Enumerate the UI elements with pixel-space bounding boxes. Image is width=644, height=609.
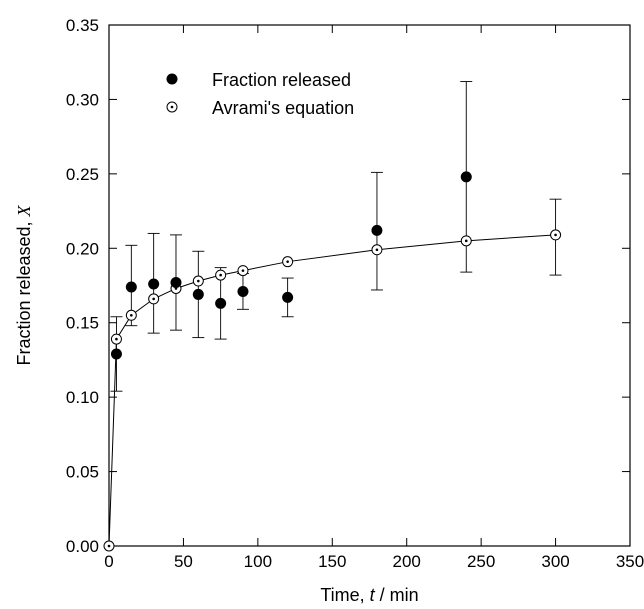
fraction-released-point	[460, 171, 472, 183]
avrami-point-dot	[554, 233, 557, 237]
y-tick-label: 0.25	[66, 165, 99, 184]
avrami-point-dot	[107, 544, 111, 548]
legend-label-fraction-released: Fraction released	[212, 70, 351, 90]
avrami-point-dot	[241, 269, 245, 272]
fraction-released-point	[282, 291, 294, 303]
y-tick-label: 0.20	[66, 239, 99, 258]
legend-label-avrami: Avrami's equation	[212, 98, 354, 118]
legend-marker-fraction-released	[166, 73, 178, 85]
y-tick-label: 0.15	[66, 314, 99, 333]
x-tick-label: 200	[393, 552, 421, 571]
y-tick-label: 0.05	[66, 463, 99, 482]
fraction-released-point	[371, 224, 383, 236]
y-tick-label: 0.00	[66, 537, 99, 556]
avrami-point-dot	[219, 273, 222, 277]
avrami-point-dot	[115, 337, 118, 341]
y-tick-label: 0.35	[66, 16, 99, 35]
x-tick-label: 50	[174, 552, 193, 571]
avrami-point-dot	[464, 239, 468, 243]
x-axis-title: Time, t / min	[320, 585, 418, 605]
avrami-point-dot	[197, 279, 200, 283]
x-tick-label: 350	[616, 552, 644, 571]
fraction-released-point	[125, 281, 137, 293]
data-points	[103, 171, 562, 552]
y-axis-title: Fraction released, X	[14, 204, 34, 365]
avrami-point-dot	[286, 260, 289, 263]
x-tick-label: 100	[244, 552, 272, 571]
legend-marker-avrami-dot	[170, 105, 174, 109]
fraction-released-point	[110, 348, 122, 360]
x-tick-label: 250	[467, 552, 495, 571]
axis-ticks: 0 50 100 150 200 250 300 350 0.00 0.05 0.10 0.15 0.2…	[66, 16, 644, 571]
x-tick-label: 0	[104, 552, 113, 571]
legend: Fraction released Avrami's equation	[166, 70, 354, 118]
y-tick-label: 0.10	[66, 388, 99, 407]
plot-frame	[108, 24, 631, 547]
fraction-released-point	[192, 288, 204, 300]
avrami-point-dot	[130, 313, 133, 317]
error-bars	[110, 81, 562, 392]
x-tick-label: 300	[541, 552, 569, 571]
avrami-point-dot	[152, 297, 155, 301]
fraction-released-point	[237, 285, 249, 297]
fraction-released-point	[215, 297, 227, 309]
y-tick-label: 0.30	[66, 90, 99, 109]
fraction-released-point	[148, 278, 160, 290]
avrami-point-dot	[375, 248, 379, 252]
fraction-released-point	[170, 277, 182, 289]
x-tick-label: 150	[318, 552, 346, 571]
